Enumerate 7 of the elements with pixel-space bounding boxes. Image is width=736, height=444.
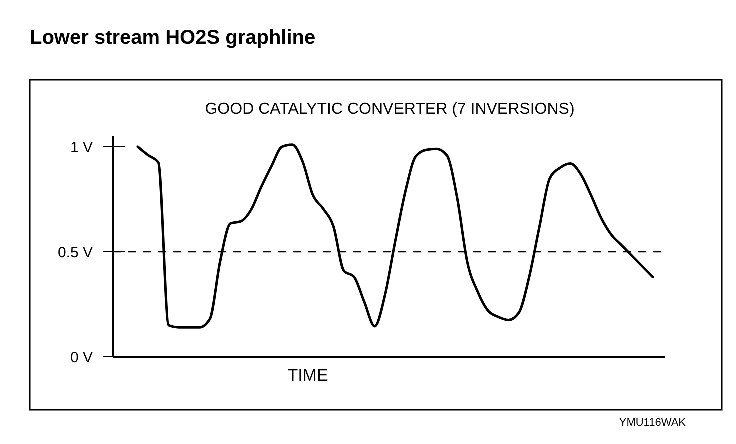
x-axis-title: TIME <box>288 366 328 385</box>
chart-subtitle: GOOD CATALYTIC CONVERTER (7 INVERSIONS) <box>205 101 575 118</box>
y-tick-label: 0 V <box>70 349 93 366</box>
chart-title: Lower stream HO2S graphline <box>30 27 316 49</box>
y-tick-label: 1 V <box>70 139 93 156</box>
y-tick-label: 0.5 V <box>58 244 93 262</box>
text: YMU116WAK <box>619 417 687 429</box>
